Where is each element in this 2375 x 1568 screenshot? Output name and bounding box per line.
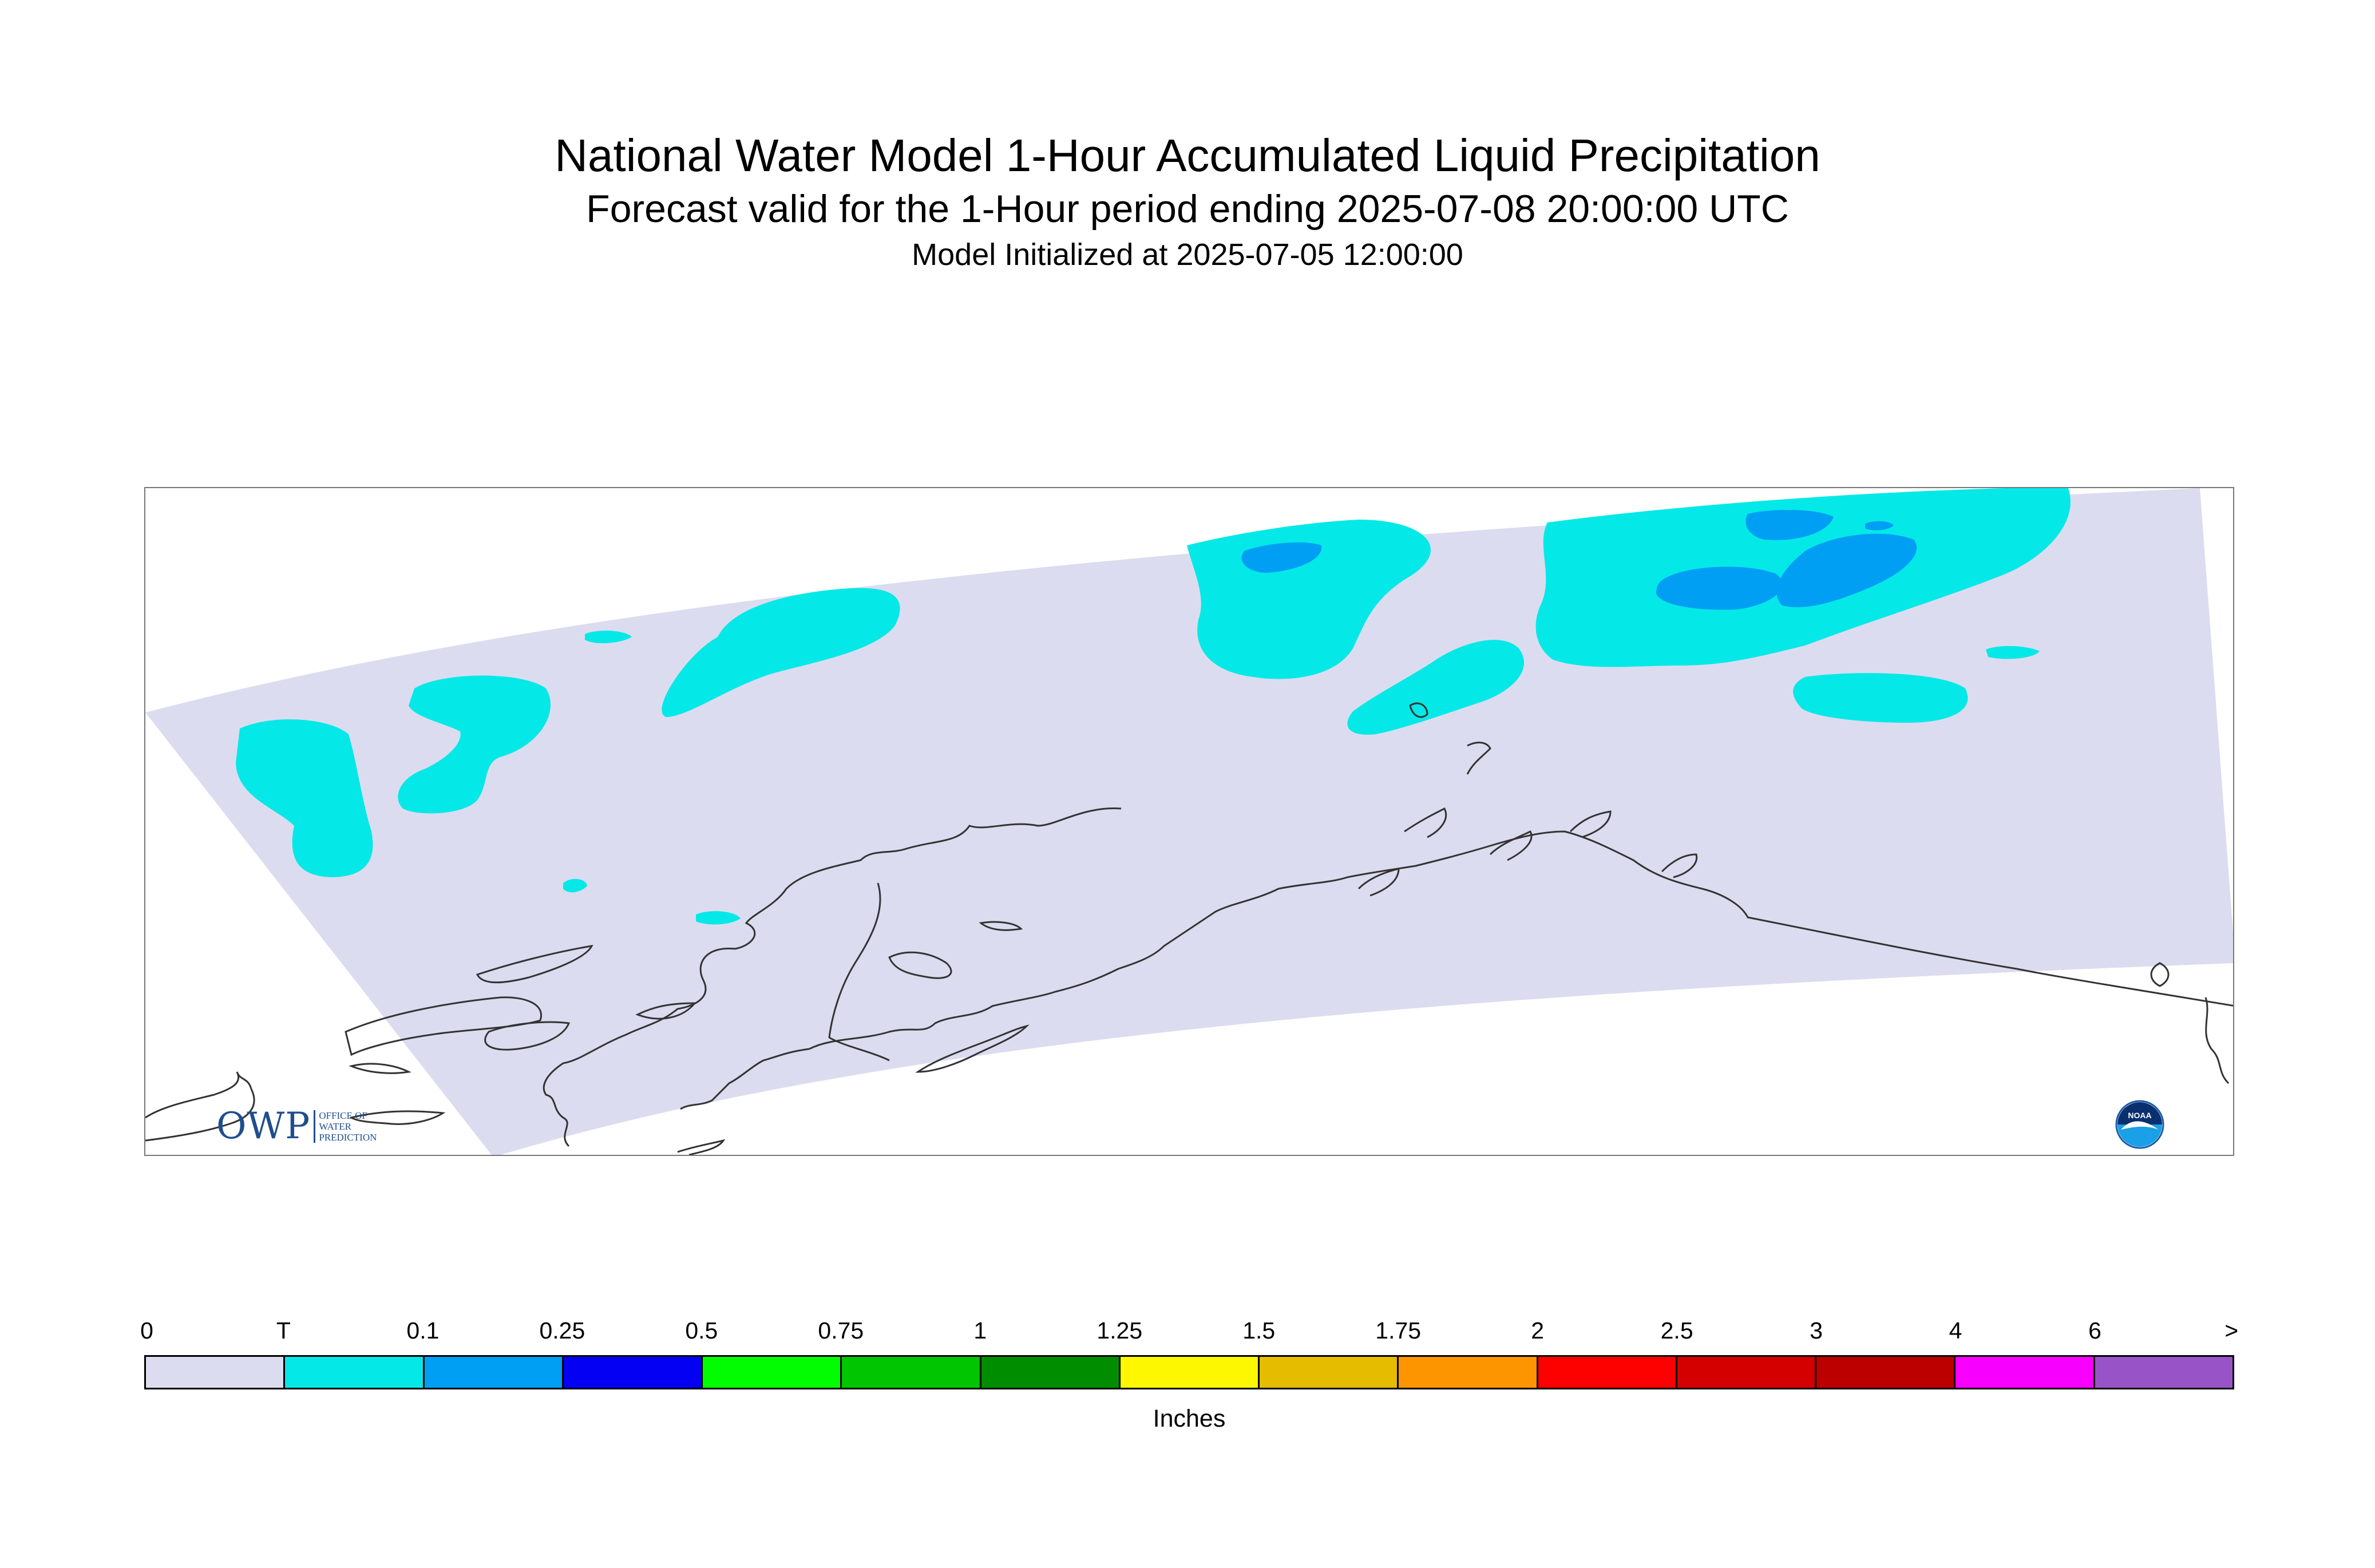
owp-logo-letters: OWP — [216, 1105, 311, 1147]
legend-tick-label: T — [276, 1317, 291, 1344]
owp-logo: OWP OFFICE OF WATER PREDICTION — [216, 1103, 377, 1149]
asian-landmass — [345, 996, 543, 1056]
aleutian-chain — [677, 1139, 726, 1155]
precip-area — [1776, 533, 1917, 608]
legend-swatch — [1677, 1357, 1817, 1388]
precip-area — [1865, 521, 1894, 530]
legend-swatch — [1956, 1357, 2095, 1388]
alaska-peninsula — [680, 1048, 810, 1110]
owp-line: PREDICTION — [319, 1131, 377, 1143]
alaska-west-coast — [543, 807, 1122, 1147]
chukotka-east — [349, 1110, 446, 1125]
precip-area — [585, 630, 632, 644]
legend-tick-label: 3 — [1810, 1317, 1823, 1344]
legend-color-bar — [144, 1355, 2234, 1389]
legend-swatch — [563, 1357, 703, 1388]
fjord-segment — [1489, 830, 1533, 861]
precip-area — [1745, 510, 1834, 540]
legend-swatch — [1120, 1357, 1260, 1388]
light-precip-areas — [1241, 510, 1917, 610]
precip-area — [236, 719, 373, 877]
owp-logo-subtext: OFFICE OF WATER PREDICTION — [314, 1110, 377, 1143]
legend-units-label: Inches — [1153, 1405, 1226, 1432]
legend-tick-label: 1 — [973, 1317, 987, 1344]
fjord-segment — [1357, 868, 1400, 897]
legend-swatch — [285, 1357, 425, 1388]
owp-line: OFFICE OF — [319, 1110, 367, 1121]
precip-area — [1986, 646, 2040, 659]
legend-swatch — [1260, 1357, 1399, 1388]
norton-sound-shape — [888, 951, 952, 979]
fjord-segment — [1569, 810, 1612, 838]
precip-area — [1347, 640, 1525, 735]
precip-area — [1656, 567, 1783, 610]
legend-tick-label: 1.5 — [1242, 1317, 1276, 1344]
forecast-valid-subtitle: Forecast valid for the 1-Hour period end… — [586, 187, 1789, 231]
main-title: National Water Model 1-Hour Accumulated … — [555, 130, 1820, 181]
fjord-segment — [1661, 853, 1698, 878]
bristol-bay-shore — [979, 921, 1023, 931]
precip-area — [1241, 542, 1322, 573]
legend-swatch — [842, 1357, 981, 1388]
legend-tick-label: 6 — [2088, 1317, 2101, 1344]
noaa-logo-text: NOAA — [2128, 1111, 2151, 1120]
chukotka-coast — [145, 1071, 255, 1142]
kodiak-island — [915, 1024, 1030, 1073]
coastlines — [145, 702, 2233, 1155]
legend-swatch — [703, 1357, 842, 1388]
legend-tick-label: 1.25 — [1097, 1317, 1143, 1344]
legend-tick-label: 0 — [140, 1317, 153, 1344]
legend-swatch — [1399, 1357, 1538, 1388]
southeast-coast — [2204, 997, 2230, 1084]
yukon-delta-line — [635, 1002, 697, 1020]
fjord-segment — [1404, 807, 1447, 838]
legend-tick-label: 4 — [1949, 1317, 1962, 1344]
model-initialized-line: Model Initialized at 2025-07-05 12:00:00 — [912, 237, 1463, 272]
legend-swatch — [981, 1357, 1121, 1388]
legend-tick-label: 2.5 — [1660, 1317, 1693, 1344]
anadyr-shore — [349, 1063, 411, 1074]
st-lawrence-island — [476, 945, 593, 984]
legend-swatch — [1538, 1357, 1677, 1388]
noaa-logo: NOAA — [2115, 1100, 2164, 1149]
legend-tick-label: 0.25 — [539, 1317, 585, 1344]
legend-tick-label: > — [2224, 1317, 2239, 1344]
precip-area — [1793, 673, 1968, 723]
arctic-coast-fragment — [1466, 742, 1491, 775]
legend-tick-label: 2 — [1531, 1317, 1545, 1344]
legend-swatch — [424, 1357, 564, 1388]
arctic-island — [1409, 702, 1428, 718]
alaska-interior-line — [828, 882, 890, 1062]
map-canvas — [145, 488, 2233, 1155]
legend-swatch — [2095, 1357, 2232, 1388]
legend-tick-label: 0.5 — [685, 1317, 718, 1344]
precip-area — [563, 878, 587, 893]
precip-area — [398, 675, 551, 814]
legend-tick-label: 0.1 — [406, 1317, 440, 1344]
legend-tick-label: 1.75 — [1375, 1317, 1422, 1344]
precip-area — [662, 588, 900, 717]
legend-swatch — [146, 1357, 286, 1388]
precip-area — [696, 911, 741, 925]
alaska-south-coast — [809, 830, 2017, 1050]
color-legend: 0 T 0.1 0.25 0.5 0.75 1 1.25 1.5 1.75 2 2.5 3 4 6 > Inc… — [140, 1316, 2238, 1465]
canada-inlet — [2150, 962, 2170, 987]
canada-coast — [2016, 968, 2233, 1007]
owp-line: WATER — [319, 1120, 351, 1132]
legend-swatch — [1816, 1357, 1956, 1388]
precipitation-map — [144, 487, 2234, 1156]
legend-tick-label: 0.75 — [818, 1317, 864, 1344]
